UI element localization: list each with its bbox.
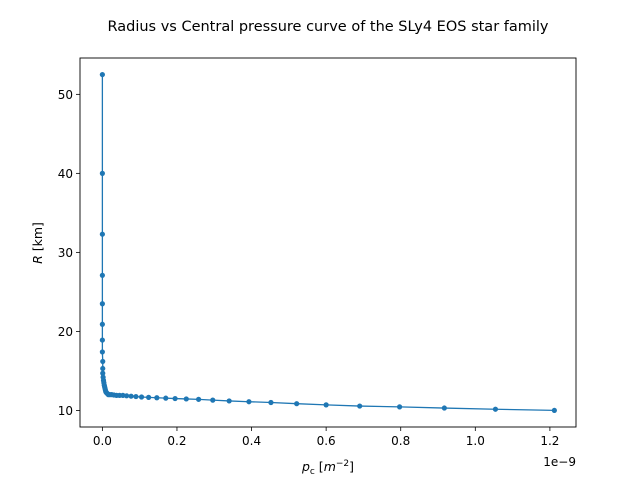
- data-point: [183, 396, 189, 402]
- data-point: [99, 321, 105, 327]
- y-tick-label: 20: [58, 325, 73, 339]
- y-axis: 10 20 30 40 50: [58, 88, 80, 418]
- data-point: [99, 301, 105, 307]
- x-tick-label: 1.0: [466, 434, 485, 448]
- data-point: [100, 358, 106, 365]
- data-point: [99, 170, 105, 176]
- data-point: [226, 398, 232, 404]
- x-tick-label: 0.4: [242, 434, 261, 448]
- data-point: [124, 393, 130, 399]
- data-point: [100, 365, 106, 372]
- data-point: [551, 407, 557, 414]
- x-tick-label: 0.0: [93, 434, 112, 448]
- x-label-unit-open: [: [315, 459, 324, 474]
- x-label-exponent: −2: [336, 459, 349, 469]
- data-point: [128, 393, 134, 399]
- data-point: [172, 395, 178, 402]
- chart-title: Radius vs Central pressure curve of the …: [107, 19, 548, 35]
- data-point: [195, 396, 202, 402]
- data-point: [397, 404, 403, 410]
- data-point: [163, 395, 169, 401]
- y-tick-label: 40: [58, 167, 73, 181]
- x-axis-label: pc [m−2]: [301, 459, 354, 477]
- x-tick-label: 0.6: [317, 434, 336, 448]
- y-tick-label: 50: [58, 88, 73, 102]
- data-point: [268, 399, 274, 406]
- x-label-symbol: p: [301, 459, 310, 474]
- y-label-unit: [km]: [30, 222, 45, 255]
- data-point: [492, 406, 499, 412]
- y-label-symbol: R: [30, 255, 45, 264]
- data-point: [99, 272, 105, 278]
- x-label-unit-close: ]: [349, 459, 354, 474]
- data-point: [154, 395, 160, 401]
- data-point: [441, 405, 447, 411]
- data-point: [246, 399, 252, 405]
- x-tick-label: 0.8: [391, 434, 410, 448]
- y-tick-label: 10: [58, 404, 73, 418]
- x-label-subscript: c: [310, 467, 315, 477]
- data-point: [357, 403, 363, 409]
- data-point: [99, 349, 105, 355]
- data-point: [146, 394, 152, 400]
- data-point: [100, 370, 106, 376]
- data-point: [210, 397, 216, 403]
- data-point: [133, 393, 139, 400]
- y-tick-label: 30: [58, 246, 73, 260]
- data-point: [99, 337, 105, 343]
- x-offset-text: 1e−9: [543, 455, 576, 469]
- axes-frame: [79, 57, 577, 428]
- x-tick-label: 1.2: [540, 434, 559, 448]
- plot-area: [99, 71, 557, 414]
- x-label-unit: m: [324, 459, 336, 474]
- data-point: [138, 394, 145, 400]
- series-line: [101, 74, 555, 412]
- data-point: [99, 71, 105, 78]
- data-point: [294, 401, 300, 407]
- data-point: [99, 231, 105, 237]
- y-axis-label: R [km]: [30, 222, 45, 264]
- x-tick-label: 0.2: [167, 434, 186, 448]
- x-axis: 0.0 0.2 0.4 0.6 0.8 1.0 1.2: [93, 427, 559, 448]
- data-point: [323, 402, 329, 408]
